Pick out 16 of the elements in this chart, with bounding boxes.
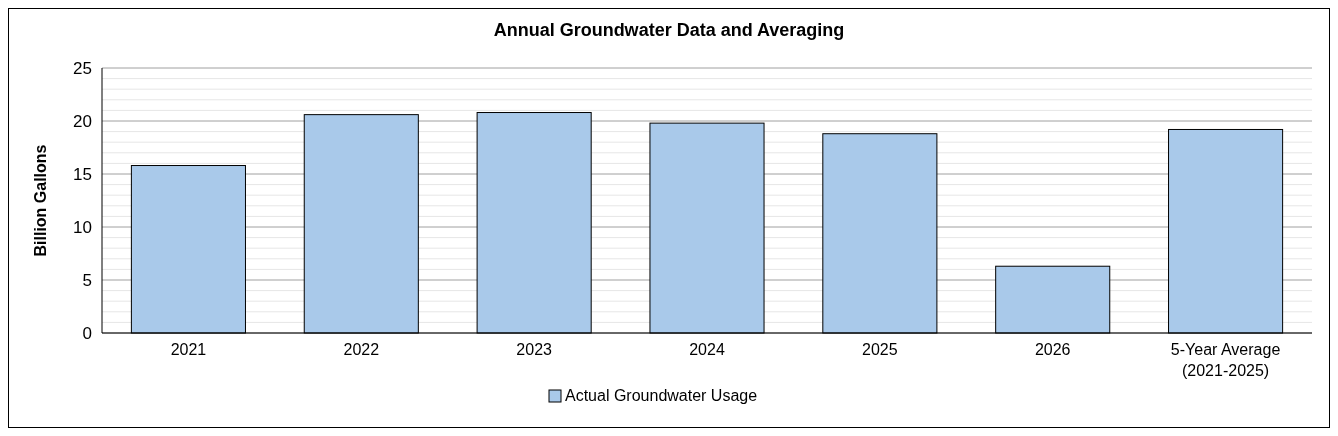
x-tick-label: 2026 [1034,341,1071,358]
x-tick-label: 2024 [689,341,725,358]
y-tick-label: 10 [73,217,92,237]
y-tick-label: 20 [73,111,92,131]
x-tick-label: 2022 [343,341,380,358]
y-tick-label: 15 [73,164,92,184]
y-tick-label: 25 [73,58,92,78]
y-axis-title: Billion Gallons [32,144,49,257]
x-tick-label: 5-Year Average (2021-2025) [1170,341,1281,379]
chart-title: Annual Groundwater Data and Averaging [493,20,845,40]
x-tick-label: 2021 [170,341,207,358]
x-tick-label: 2023 [516,341,553,358]
y-tick-label: 0 [82,323,92,343]
legend-label: Actual Groundwater Usage [565,387,758,404]
x-tick-label: 2025 [862,341,898,358]
y-tick-label: 5 [82,270,92,290]
